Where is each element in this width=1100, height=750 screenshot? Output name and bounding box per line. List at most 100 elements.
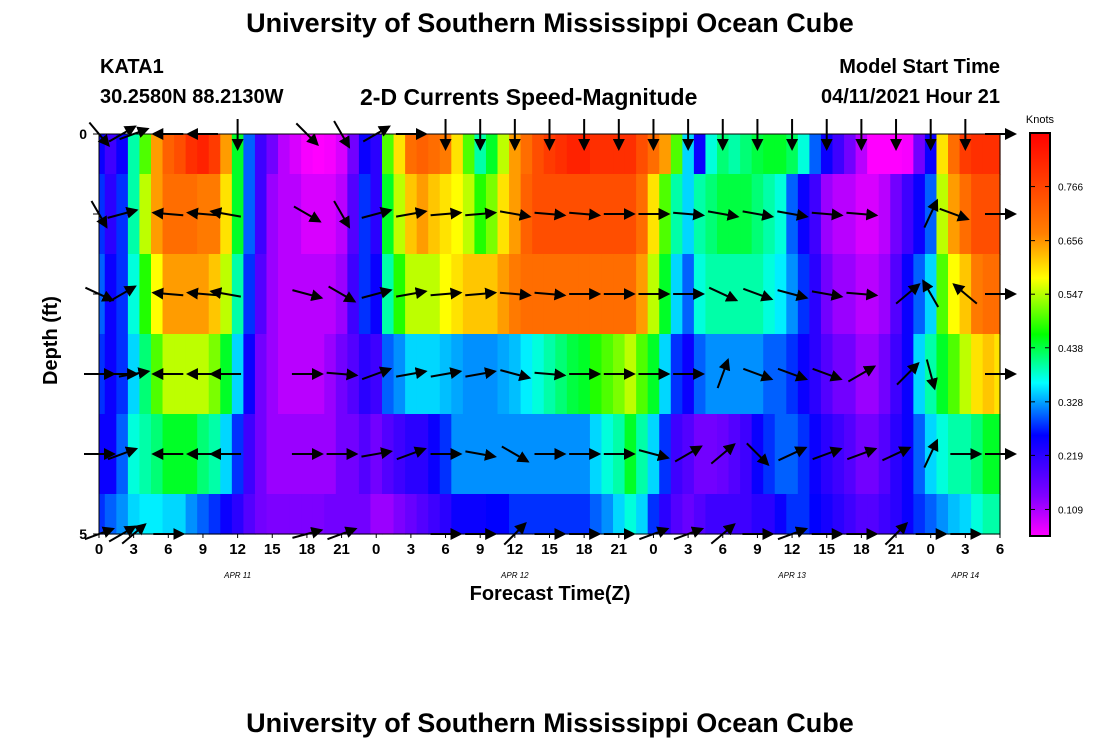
heatmap-cell xyxy=(428,134,441,175)
heatmap-cell xyxy=(382,254,395,335)
heatmap-cell xyxy=(99,174,106,255)
heatmap-cell xyxy=(740,174,753,255)
heatmap-cell xyxy=(127,134,141,175)
heatmap-cell xyxy=(520,494,533,535)
colorbar: 0.109 0.219 0.328 0.438 0.547 0.656 0.766 Knots xyxy=(1026,114,1083,537)
heatmap-cell xyxy=(358,134,372,175)
current-vector xyxy=(107,446,139,461)
heatmap-cell xyxy=(832,254,845,335)
heatmap-cell xyxy=(670,174,683,255)
heatmap-cell xyxy=(855,494,868,535)
heatmap-cell xyxy=(243,254,256,335)
heatmap-cell xyxy=(485,134,499,175)
heatmap-cell xyxy=(659,494,672,535)
heatmap-cell xyxy=(566,494,579,535)
current-vector xyxy=(465,207,498,220)
heatmap-cell xyxy=(763,494,776,535)
current-vector xyxy=(395,287,428,300)
heatmap-cell xyxy=(393,494,406,535)
heatmap-cell xyxy=(959,334,972,415)
page-title: University of Southern Mississippi Ocean… xyxy=(246,8,854,38)
heatmap-cell xyxy=(347,494,360,535)
y-axis: 05 xyxy=(79,126,99,542)
current-vector xyxy=(430,367,463,380)
x-tick-label: 0 xyxy=(649,541,657,558)
heatmap-cell xyxy=(462,334,476,415)
heatmap-cell xyxy=(948,334,961,415)
current-vector xyxy=(925,359,938,391)
current-vector xyxy=(118,367,151,380)
heatmap-cell xyxy=(254,334,268,415)
x-tick-label: 12 xyxy=(229,541,246,558)
current-vector xyxy=(847,365,877,383)
colorbar-tick-label: 0.109 xyxy=(1058,505,1083,516)
heatmap-cell xyxy=(347,254,360,335)
heatmap-cell xyxy=(994,494,1001,535)
heatmap-cell xyxy=(913,334,926,415)
heatmap-cell xyxy=(809,414,822,495)
x-tick-label: 3 xyxy=(407,541,415,558)
heatmap-cell xyxy=(243,134,256,175)
heatmap-cell xyxy=(624,134,637,175)
heatmap-cell xyxy=(127,174,141,255)
heatmap-cell xyxy=(636,414,649,495)
heatmap-cell xyxy=(278,174,291,255)
heatmap-cell xyxy=(99,494,106,535)
heatmap-cell xyxy=(901,414,914,495)
x-tick-label: 9 xyxy=(753,541,761,558)
current-vector xyxy=(708,286,739,302)
x-tick-label: 12 xyxy=(784,541,801,558)
current-vector xyxy=(396,446,427,461)
current-vector xyxy=(328,285,357,303)
heatmap-cell xyxy=(289,494,302,535)
heatmap-cell xyxy=(878,414,891,495)
heatmap-cell xyxy=(844,334,857,415)
x-axis: 0 3 6 9 12 15 18 21 0 3 6 9 12 15 18 21 0 3 6 9 12 15 18 21 0 3 6 A… xyxy=(95,534,1004,580)
heatmap-cell xyxy=(301,494,314,535)
current-vector xyxy=(922,279,940,308)
x-tick-label: 21 xyxy=(888,541,905,558)
heatmap-cell xyxy=(382,174,395,255)
heatmap-cell xyxy=(174,494,187,535)
date-label: APR 13 xyxy=(777,571,806,580)
colorbar-tick-label: 0.656 xyxy=(1058,237,1083,248)
heatmap-cell xyxy=(763,254,776,335)
heatmap-cell xyxy=(982,134,995,175)
heatmap-cell xyxy=(624,494,637,535)
heatmap-cell xyxy=(474,494,487,535)
heatmap-cell xyxy=(797,334,811,415)
x-tick-label: 0 xyxy=(927,541,935,558)
current-vector xyxy=(895,283,921,305)
colorbar-gradient xyxy=(1029,132,1051,537)
station-id: KATA1 xyxy=(100,56,164,78)
heatmap-cell xyxy=(451,494,464,535)
current-vector xyxy=(209,287,242,300)
heatmap-cell xyxy=(601,494,614,535)
heatmap-cell xyxy=(324,254,337,335)
heatmap-cell xyxy=(774,254,787,335)
heatmap-cell xyxy=(670,414,683,495)
heatmap-cell xyxy=(867,494,880,535)
x-tick-label: 12 xyxy=(507,541,524,558)
heatmap-cell xyxy=(994,134,1001,175)
heatmap-cell xyxy=(174,134,187,175)
heatmap-cell xyxy=(543,494,556,535)
current-vector xyxy=(673,208,706,221)
speed-heatmap xyxy=(99,134,1001,535)
heatmap-cell xyxy=(382,134,395,175)
heatmap-cell xyxy=(497,494,510,535)
heatmap-cell xyxy=(451,334,464,415)
current-vector xyxy=(777,289,809,302)
heatmap-cell xyxy=(312,494,325,535)
current-vector xyxy=(209,207,242,220)
heatmap-cell xyxy=(774,334,787,415)
heatmap-cell xyxy=(150,134,164,175)
heatmap-cell xyxy=(578,494,591,535)
heatmap-cell xyxy=(971,134,984,175)
heatmap-cell xyxy=(670,134,683,175)
heatmap-cell xyxy=(740,494,753,535)
heatmap-cell xyxy=(971,174,984,255)
heatmap-cell xyxy=(324,334,337,415)
current-vector xyxy=(107,206,139,219)
station-coordinates: 30.2580N 88.2130W xyxy=(100,86,284,108)
